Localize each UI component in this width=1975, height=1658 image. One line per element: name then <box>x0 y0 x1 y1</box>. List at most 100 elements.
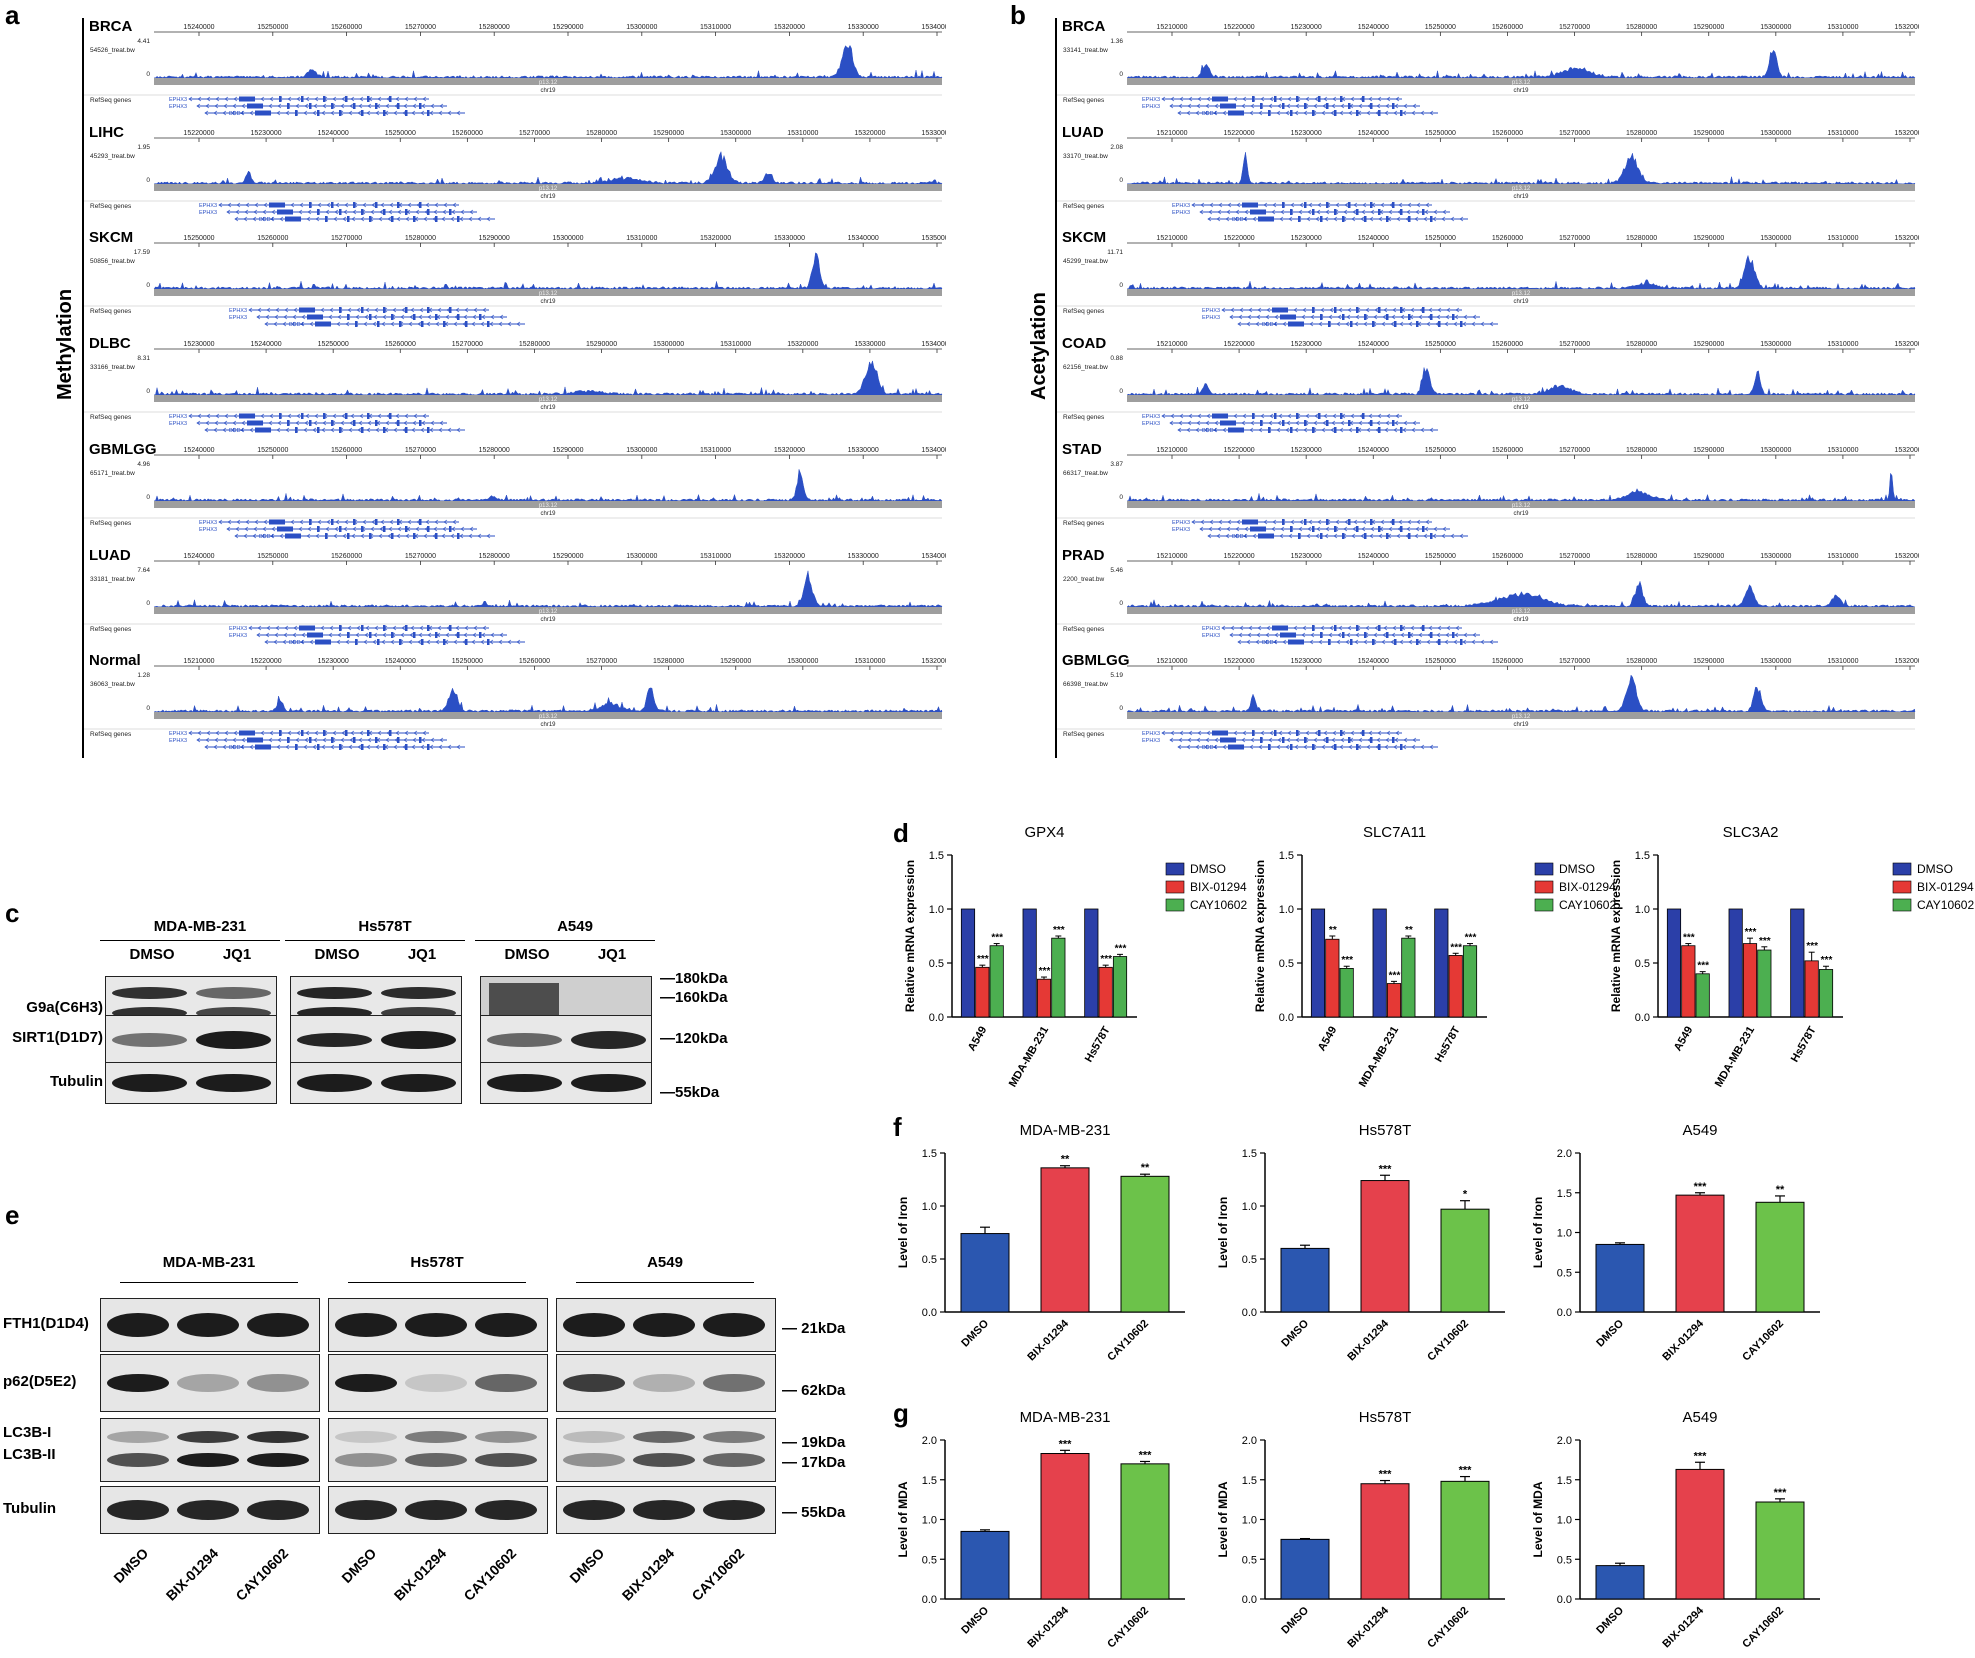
gene-strand-arrow <box>1453 639 1458 644</box>
refseq-label: RefSeq genes <box>1063 308 1105 315</box>
gene-strand-arrow <box>1195 744 1200 750</box>
ruler-tick-label: 15260000 <box>519 658 550 665</box>
gene-exon <box>375 737 378 744</box>
gene-strand-arrow <box>396 216 401 221</box>
ruler-tick-label: 15260000 <box>331 447 362 454</box>
gene-strand-arrow <box>1217 209 1222 214</box>
ruler-tick-label: 15240000 <box>1358 235 1389 242</box>
legend-label: DMSO <box>1917 862 1953 876</box>
x-tick-label: CAY10602 <box>1425 1318 1471 1364</box>
gene-strand-arrow <box>1207 216 1212 221</box>
gene-strand-arrow <box>227 202 232 207</box>
gene-strand-arrow <box>1368 96 1373 102</box>
ruler-tick-label: 15340000 <box>921 24 946 31</box>
gene-strand-arrow <box>295 737 300 743</box>
cell-line-label: MDA-MB-231 <box>153 918 247 935</box>
gene-exon <box>1312 427 1315 434</box>
ruler-tick-label: 15320000 <box>774 24 805 31</box>
gene-exon <box>1460 321 1463 328</box>
signal-track <box>1126 49 1916 79</box>
gene-strand-arrow <box>1406 209 1411 214</box>
gene-strand-arrow <box>410 625 415 630</box>
blot-band <box>633 1313 695 1337</box>
gene-label-ephx3: EPHX3 <box>1142 731 1160 737</box>
x-tick-label: DMSO <box>1594 1317 1626 1349</box>
gene-exon <box>1312 307 1315 314</box>
bar <box>1360 1483 1410 1600</box>
gene-exon <box>399 321 402 328</box>
gene-strand-arrow <box>1403 420 1408 426</box>
gene-strand-arrow <box>196 420 201 426</box>
gene-exon <box>1282 737 1285 744</box>
y-tick-label: 1.0 <box>929 904 944 916</box>
gene-exon <box>1356 744 1359 751</box>
gene-strand-arrow <box>1255 639 1260 644</box>
gene-exon <box>331 103 334 109</box>
gene-exon <box>1320 631 1323 638</box>
ruler-tick-label: 15330000 <box>854 341 885 348</box>
track-file-label: 66317_treat.bw <box>1063 470 1108 477</box>
gene-exon <box>339 307 342 314</box>
gene-strand-arrow <box>401 308 406 313</box>
gene-strand-arrow <box>1169 737 1174 743</box>
gene-strand-arrow <box>1363 639 1368 644</box>
gene-strand-arrow <box>1382 632 1387 637</box>
gene-strand-arrow <box>1343 209 1348 214</box>
gene-strand-arrow <box>412 420 417 426</box>
y-tick-label: 1.5 <box>1242 1148 1257 1160</box>
gene-strand-arrow <box>264 639 269 644</box>
gene-strand-arrow <box>417 322 422 327</box>
gene-exon <box>247 420 263 426</box>
ruler-tick-label: 15270000 <box>331 235 362 242</box>
y-tick-label: 0.5 <box>1557 1554 1572 1566</box>
gene-strand-arrow <box>205 737 210 743</box>
gene-strand-arrow <box>213 744 218 750</box>
gene-strand-arrow <box>451 209 456 214</box>
track-file-label: 33141_treat.bw <box>1063 47 1108 54</box>
gene-strand-arrow <box>1345 639 1350 644</box>
gene-exon <box>1290 427 1293 434</box>
gene-strand-arrow <box>276 744 281 750</box>
gene-strand-arrow <box>1179 413 1184 419</box>
chromosome-bar <box>154 395 942 403</box>
gene-exon <box>325 532 328 539</box>
blot-image <box>107 1500 309 1520</box>
gene-strand-arrow <box>328 315 333 320</box>
gene-exon <box>443 321 446 328</box>
blot-image <box>335 1313 537 1337</box>
gene-strand-arrow <box>1411 110 1416 116</box>
gene-exon <box>355 321 358 328</box>
gene-strand-arrow <box>336 322 341 327</box>
gene-strand-arrow <box>1196 737 1201 743</box>
gene-strand-arrow <box>1444 322 1449 327</box>
y-tick-label: 1.5 <box>1557 1188 1572 1200</box>
gene-strand-arrow <box>1366 427 1371 433</box>
gene-strand-arrow <box>256 315 261 320</box>
gene-strand-arrow <box>453 322 458 327</box>
gene-strand-arrow <box>1471 639 1476 644</box>
gene-strand-arrow <box>206 413 211 419</box>
y-tick-label: 1.0 <box>1557 1228 1572 1240</box>
gene-strand-arrow <box>240 744 245 750</box>
gene-strand-arrow <box>358 103 363 109</box>
gene-strand-arrow <box>213 110 218 116</box>
gene-strand-arrow <box>1285 110 1290 116</box>
gene-strand-arrow <box>1358 103 1363 109</box>
gene-strand-arrow <box>1294 110 1299 116</box>
gene-strand-arrow <box>283 632 288 637</box>
gene-strand-arrow <box>1377 413 1382 419</box>
gene-strand-arrow <box>393 427 398 433</box>
gene-strand-arrow <box>350 730 355 736</box>
gene-strand-arrow <box>1393 744 1398 750</box>
gene-exon <box>1400 744 1403 751</box>
bar <box>1280 1247 1330 1313</box>
ruler-tick-label: 15320000 <box>787 341 818 348</box>
gene-exon <box>413 532 416 539</box>
blot-image <box>297 1031 456 1049</box>
ruler-tick-label: 15220000 <box>1224 553 1255 560</box>
gene-strand-arrow <box>1209 202 1214 207</box>
gene-strand-arrow <box>268 737 273 743</box>
row-label: LC3B-I <box>3 1424 52 1441</box>
gene-strand-arrow <box>218 519 223 525</box>
gene-strand-arrow <box>477 216 482 221</box>
